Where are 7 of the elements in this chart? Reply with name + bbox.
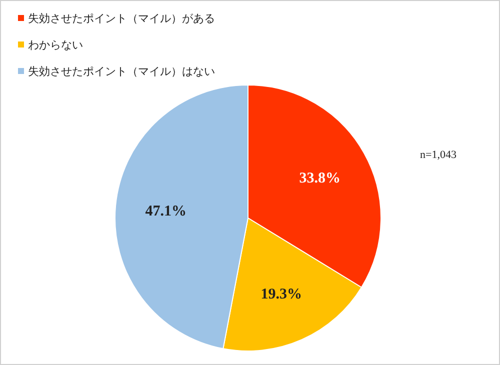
text: n=1,043 <box>420 149 457 161</box>
legend-label: わからない <box>28 40 83 52</box>
legend-label: 失効させたポイント（マイル）がある <box>28 12 215 25</box>
data-label: 47.1% <box>145 203 187 220</box>
data-label: 33.8% <box>299 170 341 187</box>
data-label: 19.3% <box>260 286 302 302</box>
legend-label: 失効させたポイント（マイル）はない <box>28 65 215 78</box>
